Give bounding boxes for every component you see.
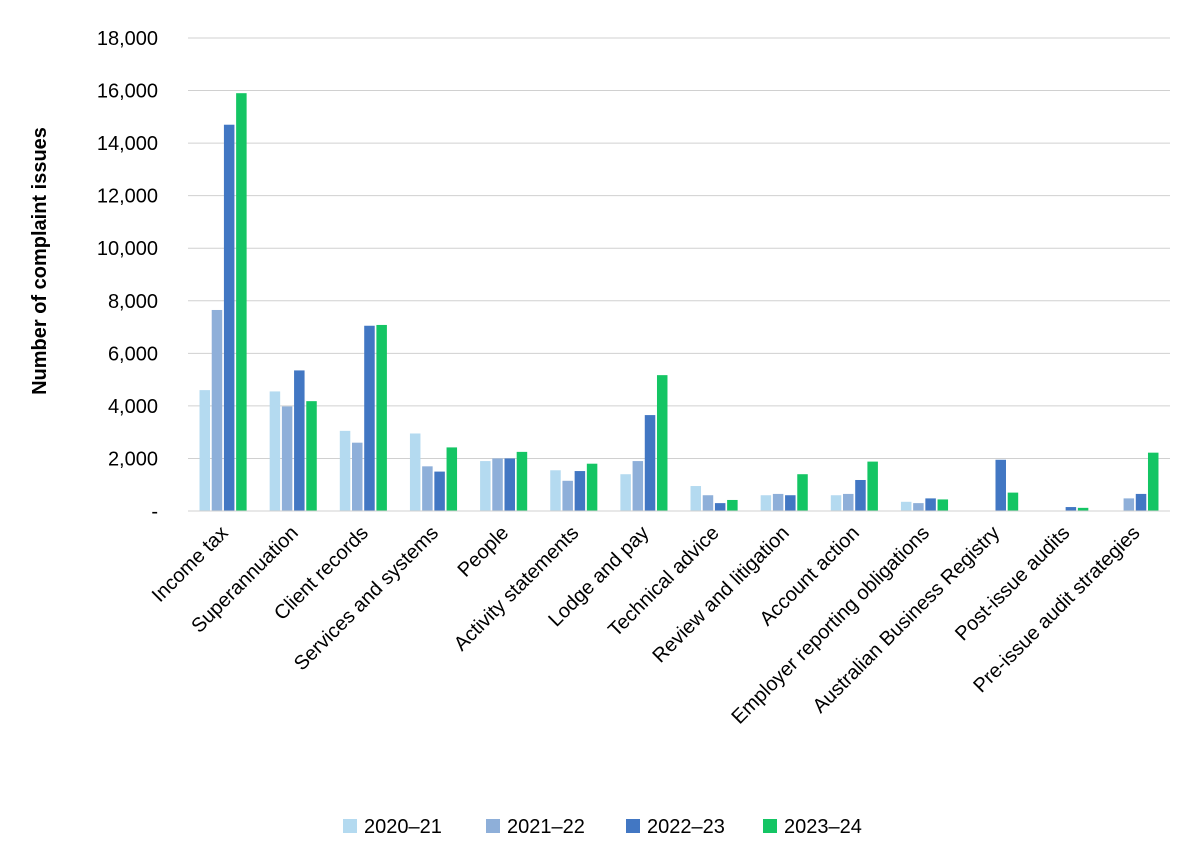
bar-4-7	[656, 375, 668, 511]
bar-2-7	[632, 461, 644, 511]
y-tick-label: 12,000	[97, 186, 158, 208]
bar-2-5	[492, 458, 503, 511]
bar-4-4	[446, 447, 458, 511]
bar-2-11	[913, 503, 924, 511]
legend-label: 2022–23	[647, 816, 725, 838]
bar-3-12	[995, 459, 1006, 511]
bar-3-3	[364, 325, 375, 511]
bar-1-6	[550, 470, 561, 511]
bar-2-3	[352, 442, 363, 511]
x-tick-label: Review and litigation	[648, 522, 793, 667]
legend-swatch	[763, 819, 777, 833]
y-tick-label: 16,000	[97, 81, 158, 103]
legend-swatch	[626, 819, 640, 833]
legend-label: 2020–21	[364, 816, 442, 838]
y-tick-label: 14,000	[97, 133, 158, 155]
bar-3-14	[1135, 493, 1147, 511]
bar-3-9	[785, 495, 796, 511]
bar-1-11	[900, 501, 912, 511]
bar-3-8	[714, 503, 726, 511]
bar-3-13	[1065, 507, 1077, 511]
y-tick-label: 4,000	[108, 396, 158, 418]
legend-swatch	[343, 819, 357, 833]
bar-2-6	[562, 480, 573, 511]
y-tick-label: -	[151, 501, 158, 523]
bar-4-12	[1007, 492, 1019, 511]
bar-3-10	[855, 479, 866, 511]
bar-3-2	[294, 370, 305, 511]
x-tick-label: Services and systems	[290, 522, 443, 675]
bar-4-6	[586, 463, 598, 511]
x-tick-label: People	[454, 522, 514, 582]
bar-3-5	[504, 458, 515, 511]
bar-1-5	[480, 461, 491, 511]
bar-1-7	[620, 474, 631, 511]
bar-1-1	[199, 390, 211, 511]
y-tick-label: 10,000	[97, 238, 158, 260]
bar-1-2	[269, 391, 281, 511]
bar-4-9	[797, 474, 808, 511]
bar-3-6	[574, 471, 586, 511]
bar-1-8	[690, 486, 702, 511]
gridlines	[188, 37, 1170, 459]
legend-swatch	[486, 819, 500, 833]
y-axis-ticks: - 2,000 4,000 6,000 8,000 10,000 12,000 14,000 1…	[97, 28, 158, 523]
bars	[199, 93, 1159, 511]
bar-3-11	[925, 498, 936, 511]
bar-3-7	[644, 415, 656, 511]
legend-label: 2023–24	[784, 816, 862, 838]
bar-4-3	[376, 324, 387, 511]
y-tick-label: 6,000	[108, 343, 158, 365]
bar-2-2	[281, 406, 293, 511]
bar-4-11	[937, 499, 949, 511]
y-tick-label: 2,000	[108, 448, 158, 470]
bar-3-1	[223, 124, 235, 511]
bar-4-5	[516, 451, 528, 511]
y-tick-label: 18,000	[97, 28, 158, 50]
y-tick-label: 8,000	[108, 291, 158, 313]
legend: 2020–21 2021–22 2022–23 2023–24	[343, 816, 862, 838]
legend-label: 2021–22	[507, 816, 585, 838]
x-tick-label: Activity statements	[450, 522, 583, 655]
bar-2-8	[702, 495, 714, 511]
bar-1-3	[339, 430, 351, 511]
bar-2-1	[211, 309, 223, 511]
bar-4-13	[1077, 507, 1089, 511]
bar-4-1	[236, 93, 247, 511]
bar-2-9	[772, 493, 784, 511]
bar-2-14	[1123, 498, 1135, 511]
bar-4-14	[1147, 452, 1159, 511]
bar-1-4	[409, 433, 421, 511]
bar-4-8	[727, 499, 738, 511]
bar-2-10	[843, 493, 854, 511]
bar-4-10	[867, 461, 878, 511]
bar-4-2	[306, 401, 317, 511]
y-axis-label: Number of complaint issues	[29, 127, 51, 395]
bar-1-9	[760, 495, 772, 511]
bar-3-4	[434, 471, 445, 511]
bar-1-10	[830, 495, 842, 511]
bar-2-4	[422, 466, 433, 511]
